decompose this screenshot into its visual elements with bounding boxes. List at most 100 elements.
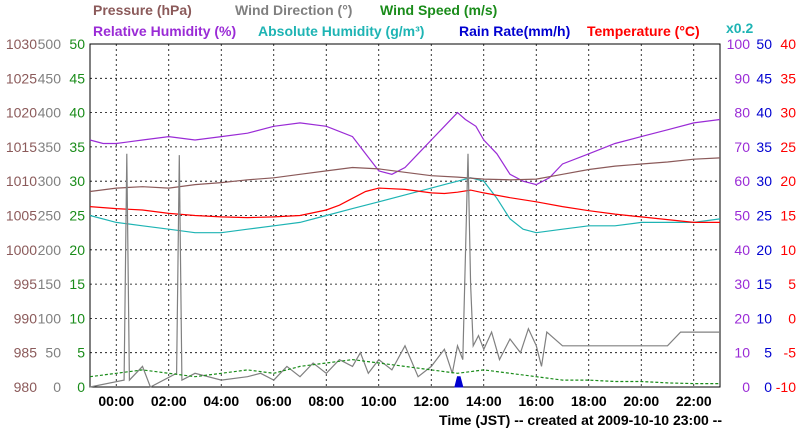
tick-pressure: 1010 [6, 173, 37, 189]
tick-temperature: 40 [780, 36, 796, 52]
x-tick-label: 00:00 [98, 393, 134, 409]
tick-rain-rate: 50 [756, 36, 772, 52]
tick-pressure: 990 [14, 310, 38, 326]
tick-wind-direction: 350 [38, 139, 62, 155]
title-label: Wind Direction (°) [235, 2, 352, 18]
tick-wind-speed: 20 [69, 242, 85, 258]
tick-wind-direction: 100 [38, 310, 62, 326]
tick-wind-speed: 50 [69, 36, 85, 52]
tick-humidity: 60 [734, 173, 750, 189]
tick-wind-speed: 45 [69, 70, 85, 86]
tick-rain-rate: 30 [756, 173, 772, 189]
title-label: Absolute Humidity (g/m³) [258, 23, 424, 39]
tick-wind-speed: 25 [69, 208, 85, 224]
tick-temperature: 10 [780, 242, 796, 258]
tick-humidity: 50 [734, 208, 750, 224]
tick-pressure: 1030 [6, 36, 37, 52]
tick-rain-rate: 5 [764, 345, 772, 361]
title-label: Wind Speed (m/s) [380, 2, 497, 18]
series-rain-rate [454, 376, 464, 388]
tick-rain-rate: 15 [756, 276, 772, 292]
tick-temperature: 20 [780, 173, 796, 189]
tick-wind-direction: 0 [53, 379, 61, 395]
tick-wind-direction: 50 [45, 345, 61, 361]
tick-temperature: 5 [788, 276, 796, 292]
title-row-top: Pressure (hPa) Wind Direction (°) Wind Spe… [93, 2, 497, 18]
x-tick-label: 10:00 [361, 393, 397, 409]
x-tick-label: 14:00 [466, 393, 502, 409]
title-label: Temperature (°C) [587, 23, 700, 39]
tick-temperature: 15 [780, 208, 796, 224]
tick-rain-rate: 40 [756, 105, 772, 121]
title-label: Rain Rate(mm/h) [459, 23, 570, 39]
tick-temperature: -5 [784, 345, 797, 361]
tick-wind-direction: 450 [38, 70, 62, 86]
tick-wind-direction: 250 [38, 208, 62, 224]
tick-rain-rate: 25 [756, 208, 772, 224]
tick-humidity: 80 [734, 105, 750, 121]
tick-wind-direction: 200 [38, 242, 62, 258]
tick-temperature: 25 [780, 139, 796, 155]
right-axes: 1009080706050403020100504540353025201510… [727, 36, 797, 395]
series-absolute-humidity-x [89, 177, 721, 234]
tick-humidity: 70 [734, 139, 750, 155]
tick-humidity: 0 [742, 379, 750, 395]
tick-wind-speed: 15 [69, 276, 85, 292]
series-layer [89, 111, 721, 388]
tick-wind-direction: 500 [38, 36, 62, 52]
series-temperature [89, 187, 720, 223]
tick-rain-rate: 20 [756, 242, 772, 258]
tick-wind-speed: 0 [77, 379, 85, 395]
tick-humidity: 10 [734, 345, 750, 361]
x-tick-label: 16:00 [518, 393, 554, 409]
tick-wind-direction: 150 [38, 276, 62, 292]
tick-wind-direction: 300 [38, 173, 62, 189]
left-axes: 1030102510201015101010051000995990985980… [6, 36, 85, 395]
series-relative-humidity [89, 111, 721, 186]
series-wind-direction [89, 153, 720, 388]
x-tick-label: 06:00 [256, 393, 292, 409]
tick-temperature: 30 [780, 105, 796, 121]
tick-wind-speed: 5 [77, 345, 85, 361]
series-wind-speed [89, 358, 720, 385]
x-axis-label: Time (JST) -- created at 2009-10-10 23:0… [439, 412, 722, 428]
tick-pressure: 995 [14, 276, 38, 292]
x-tick-label: 20:00 [623, 393, 659, 409]
x-tick-label: 02:00 [151, 393, 187, 409]
tick-rain-rate: 0 [764, 379, 772, 395]
tick-pressure: 1025 [6, 70, 37, 86]
tick-wind-direction: 400 [38, 105, 62, 121]
tick-rain-rate: 45 [756, 70, 772, 86]
tick-humidity: 30 [734, 276, 750, 292]
tick-wind-speed: 10 [69, 310, 85, 326]
tick-pressure: 1015 [6, 139, 37, 155]
x-tick-label: 12:00 [413, 393, 449, 409]
tick-humidity: 40 [734, 242, 750, 258]
tick-wind-speed: 35 [69, 139, 85, 155]
x-tick-label: 08:00 [308, 393, 344, 409]
x-tick-label: 22:00 [676, 393, 712, 409]
title-label: Pressure (hPa) [93, 2, 192, 18]
tick-pressure: 1000 [6, 242, 37, 258]
series-pressure [89, 157, 721, 193]
tick-wind-speed: 30 [69, 173, 85, 189]
tick-temperature: 0 [788, 310, 796, 326]
x-tick-label: 04:00 [203, 393, 239, 409]
title-row-bottom: Relative Humidity (%) Absolute Humidity (… [93, 23, 700, 39]
x-axis: 00:00 02:00 04:00 06:00 08:00 10:00 12:00 14:00… [98, 393, 712, 409]
tick-pressure: 1020 [6, 105, 37, 121]
tick-humidity: 20 [734, 310, 750, 326]
x-tick-label: 18:00 [571, 393, 607, 409]
tick-temperature: -10 [776, 379, 796, 395]
tick-rain-rate: 10 [756, 310, 772, 326]
tick-wind-speed: 40 [69, 105, 85, 121]
tick-temperature: 35 [780, 70, 796, 86]
grid-lines [90, 44, 720, 387]
tick-pressure: 980 [14, 379, 38, 395]
tick-humidity: 90 [734, 70, 750, 86]
tick-rain-rate: 35 [756, 139, 772, 155]
title-label: Relative Humidity (%) [93, 23, 236, 39]
scale-note: x0.2 [726, 20, 753, 36]
tick-pressure: 1005 [6, 208, 37, 224]
